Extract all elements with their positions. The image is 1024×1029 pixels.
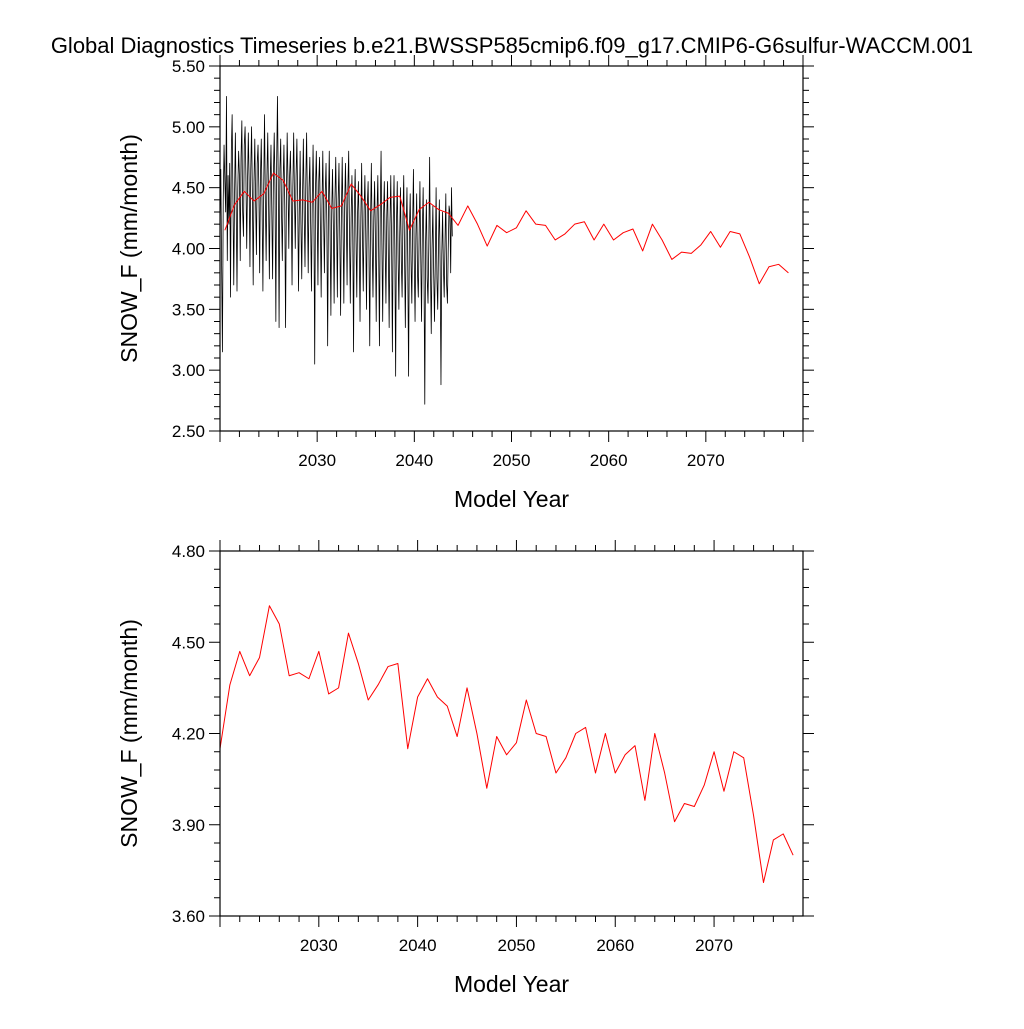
x-axis-label: Model Year [454, 486, 569, 512]
y-tick-label: 5.00 [172, 118, 205, 137]
plot-panel-1: 2.50 3.00 3.50 4.00 4.50 5.00 5.50 2030 2040 2050… [116, 55, 814, 512]
y-tick-label: 4.00 [172, 240, 205, 259]
x-tick-label: 2050 [498, 936, 536, 955]
chart-title: Global Diagnostics Timeseries b.e21.BWSS… [51, 33, 973, 58]
series-line-annual [220, 605, 794, 884]
x-tick-label: 2030 [300, 936, 338, 955]
y-axis-label: SNOW_F (mm/month) [116, 619, 142, 848]
y-tick-label: 4.20 [172, 725, 205, 744]
x-tick-label: 2040 [395, 451, 433, 470]
y-tick-label: 4.80 [172, 542, 205, 561]
x-tick-label: 2050 [493, 451, 531, 470]
y-tick-label: 5.50 [172, 57, 205, 76]
x-tick-label: 2060 [596, 936, 634, 955]
x-tick-label: 2060 [590, 451, 628, 470]
x-tick-label: 2040 [399, 936, 437, 955]
plot-frame [219, 65, 804, 432]
y-tick-label: 3.90 [172, 816, 205, 835]
y-tick-label: 3.00 [172, 361, 205, 380]
y-tick-label: 3.50 [172, 300, 205, 319]
x-tick-label: 2030 [298, 451, 336, 470]
y-axis-label: SNOW_F (mm/month) [116, 134, 142, 363]
series-line-monthly [220, 96, 453, 405]
x-tick-label: 2070 [695, 936, 733, 955]
plot-frame [219, 550, 804, 917]
y-tick-label: 3.60 [172, 907, 205, 926]
x-tick-label: 2070 [687, 451, 725, 470]
series-line-annual [224, 172, 789, 285]
plot-panel-2: 3.60 3.90 4.20 4.50 4.80 2030 2040 2050 2060 2070… [116, 540, 814, 997]
y-tick-label: 4.50 [172, 179, 205, 198]
y-tick-label: 4.50 [172, 633, 205, 652]
x-axis-label: Model Year [454, 971, 569, 997]
y-tick-label: 2.50 [172, 422, 205, 441]
